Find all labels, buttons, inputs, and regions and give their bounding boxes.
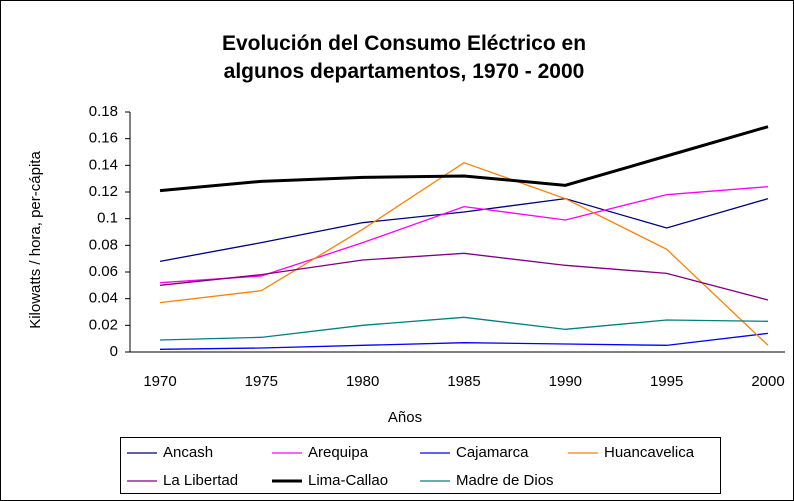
series-line <box>159 198 769 262</box>
y-tick-label: 0.1 <box>97 210 118 227</box>
y-tick-label: 0.08 <box>89 236 118 253</box>
legend-label: La Libertad <box>163 472 238 489</box>
y-axis-label: Kilowatts / hora, per-cápita <box>27 151 44 329</box>
x-tick-label: 1970 <box>143 373 176 390</box>
x-tick-label: 2000 <box>751 373 784 390</box>
y-tick-label: 0.12 <box>89 183 118 200</box>
x-tick-label: 1980 <box>346 373 379 390</box>
y-tick-label: 0.14 <box>89 156 118 173</box>
y-tick-label: 0.04 <box>89 290 118 307</box>
series-line <box>159 186 769 284</box>
legend-label: Ancash <box>163 444 213 461</box>
x-tick-label: 1990 <box>549 373 582 390</box>
series-line <box>159 332 769 350</box>
series-line <box>159 316 769 341</box>
legend-label: Arequipa <box>308 444 369 461</box>
x-tick-label: 1975 <box>245 373 278 390</box>
y-tick-label: 0.18 <box>89 103 118 120</box>
x-axis-label: Años <box>388 409 422 426</box>
y-tick-label: 0.02 <box>89 316 118 333</box>
legend-label: Madre de Dios <box>456 472 554 489</box>
y-tick-label: 0.06 <box>89 263 118 280</box>
chart-title: Evolución del Consumo Eléctrico en algun… <box>221 32 587 83</box>
x-tick-label: 1985 <box>447 373 480 390</box>
legend-label: Cajamarca <box>456 444 529 461</box>
legend-label: Lima-Callao <box>308 472 388 489</box>
series-line <box>159 252 769 301</box>
legend-box <box>120 437 721 494</box>
y-tick-label: 0 <box>110 343 118 360</box>
x-tick-label: 1995 <box>650 373 683 390</box>
legend-label: Huancavelica <box>604 444 695 461</box>
series-line <box>159 125 769 193</box>
y-tick-label: 0.16 <box>89 130 118 147</box>
series-line <box>159 161 769 346</box>
